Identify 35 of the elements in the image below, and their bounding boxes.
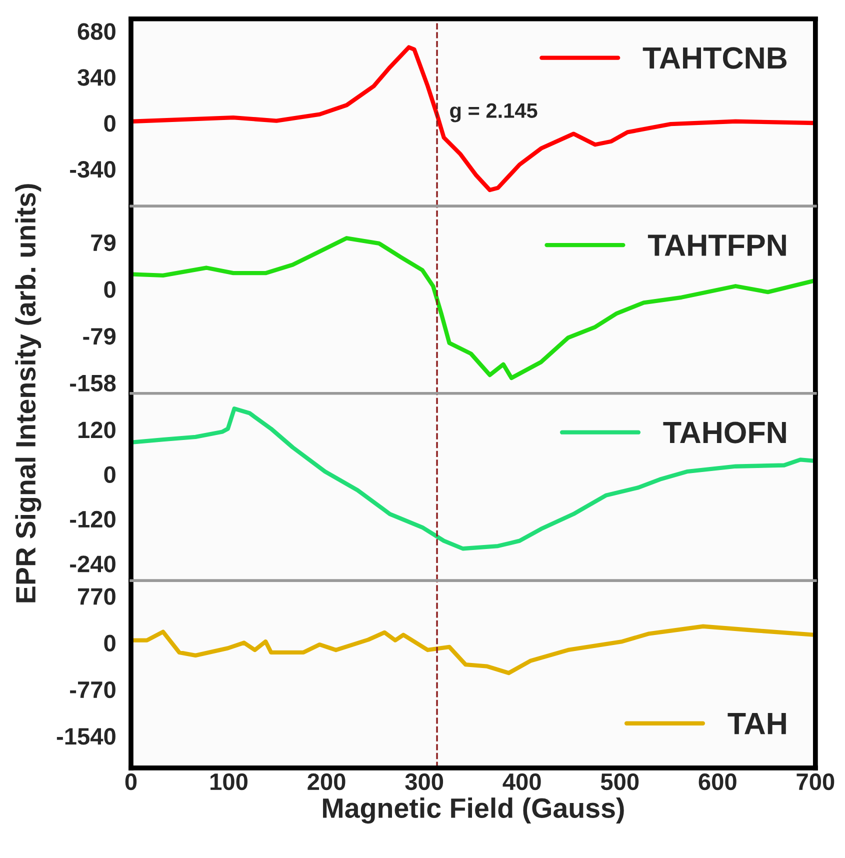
x-tick-label: 400 [502,773,541,790]
y-tick-label: 340 [78,69,116,86]
y-tick-label: 680 [78,23,116,40]
x-tick-label: 600 [698,773,736,790]
y-tick-label: 0 [104,115,116,132]
x-tick-label: 0 [125,773,137,790]
y-tick-label: 770 [78,588,116,605]
y-tick-label: 0 [104,634,116,652]
y-tick-label: 0 [104,466,116,483]
y-tick-label: 0 [104,281,116,298]
legend-label: TAHTCNB [642,47,787,69]
y-axis-title: EPR Signal Intensity (arb. units) [15,184,42,602]
y-tick-label: 79 [91,234,116,252]
x-axis-title: Magnetic Field (Gauss) [323,798,624,824]
y-tick-label: -240 [70,556,116,572]
annotation: g = 2.145 [450,103,538,122]
y-tick-label: -1540 [56,728,116,745]
x-tick-label: 700 [796,773,834,790]
x-tick-label: 100 [210,773,248,790]
y-tick-label: -120 [70,510,116,528]
y-tick-label: -79 [83,328,116,345]
x-tick-label: 500 [600,773,639,790]
y-tick-label: -340 [70,161,116,178]
legend-label: TAHOFN [663,422,786,444]
legend-label: TAHTFPN [648,234,786,256]
line-series [131,45,816,192]
x-tick-label: 300 [405,773,444,790]
legend-label: TAH [728,713,786,734]
line-series [131,406,816,551]
line-series [131,624,816,676]
line-series [131,236,816,380]
x-tick-label: 200 [308,773,346,790]
y-tick-label: 120 [78,422,116,438]
y-tick-label: -770 [70,681,116,698]
y-tick-label: -158 [70,374,116,392]
